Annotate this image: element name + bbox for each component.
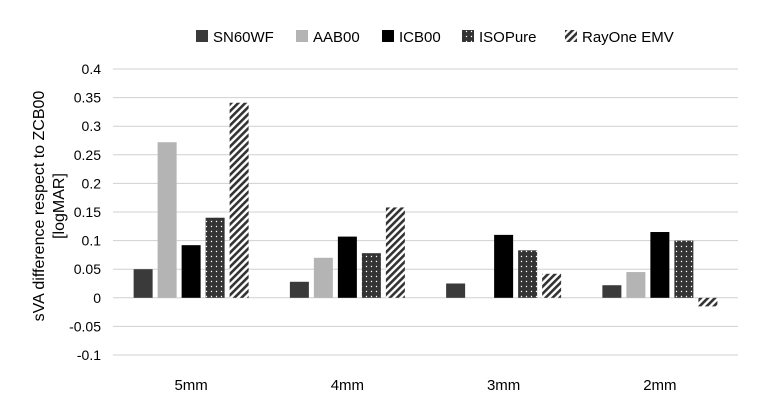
- bar-sn60wf-4mm: [289, 281, 309, 298]
- bar-rayone-emv-4mm: [385, 207, 405, 298]
- bar-sn60wf-2mm: [602, 285, 622, 298]
- y-axis-label-line2: [logMAR]: [51, 173, 68, 239]
- y-tick-label: 0.25: [74, 147, 101, 163]
- y-axis-ticks: 0.4 0.35 0.3 0.25 0.2 0.15 0.1 0.05 0 -0.05 -0.1: [69, 61, 101, 363]
- legend-label: SN60WF: [213, 29, 274, 46]
- bar-icb00-2mm: [650, 232, 670, 298]
- legend-swatch: [296, 30, 308, 42]
- y-tick-label: -0.1: [77, 347, 101, 363]
- bar-sn60wf-3mm: [446, 283, 466, 298]
- y-tick-label: 0.4: [82, 61, 102, 77]
- bar-isopure-2mm: [674, 240, 694, 298]
- y-tick-label: 0.3: [82, 118, 102, 134]
- y-tick-label: 0.2: [82, 175, 102, 191]
- bar-isopure-5mm: [205, 217, 225, 298]
- bar-rayone-emv-2mm: [698, 297, 718, 307]
- y-tick-label: 0: [93, 290, 101, 306]
- legend-label: ICB00: [399, 29, 441, 46]
- y-tick-label: 0.15: [74, 204, 101, 220]
- bar-isopure-3mm: [518, 250, 538, 298]
- legend-swatch: [462, 30, 474, 42]
- x-axis-labels: 5mm 4mm 3mm 2mm: [174, 377, 676, 394]
- bar-aab00-2mm: [626, 272, 646, 298]
- bar-isopure-4mm: [361, 253, 381, 298]
- bar-aab00-4mm: [313, 257, 333, 298]
- bar-icb00-4mm: [337, 236, 357, 298]
- x-category-label: 5mm: [174, 377, 207, 394]
- legend-label: ISOPure: [479, 29, 537, 46]
- legend: SN60WF AAB00 ICB00 ISOPure RayOne EMV: [196, 29, 674, 46]
- bar-sn60wf-5mm: [133, 269, 153, 298]
- bar-rayone-emv-3mm: [542, 273, 562, 298]
- legend-swatch: [196, 30, 208, 42]
- bar-icb00-3mm: [494, 234, 514, 298]
- x-category-label: 4mm: [331, 377, 364, 394]
- legend-label: AAB00: [313, 29, 360, 46]
- bar-rayone-emv-5mm: [229, 102, 249, 298]
- x-category-label: 2mm: [643, 377, 676, 394]
- y-tick-label: 0.35: [74, 90, 101, 106]
- bar-icb00-5mm: [181, 245, 201, 298]
- legend-swatch: [382, 30, 394, 42]
- gridlines: [113, 68, 738, 356]
- bars: [133, 102, 718, 307]
- y-axis-label-line1: sVA difference respect to ZCB00: [31, 91, 48, 322]
- legend-swatch: [565, 30, 577, 42]
- x-category-label: 3mm: [487, 377, 520, 394]
- legend-label: RayOne EMV: [582, 29, 674, 46]
- y-tick-label: 0.1: [82, 233, 102, 249]
- bar-aab00-5mm: [157, 142, 177, 298]
- y-tick-label: -0.05: [69, 318, 101, 334]
- y-tick-label: 0.05: [74, 261, 101, 277]
